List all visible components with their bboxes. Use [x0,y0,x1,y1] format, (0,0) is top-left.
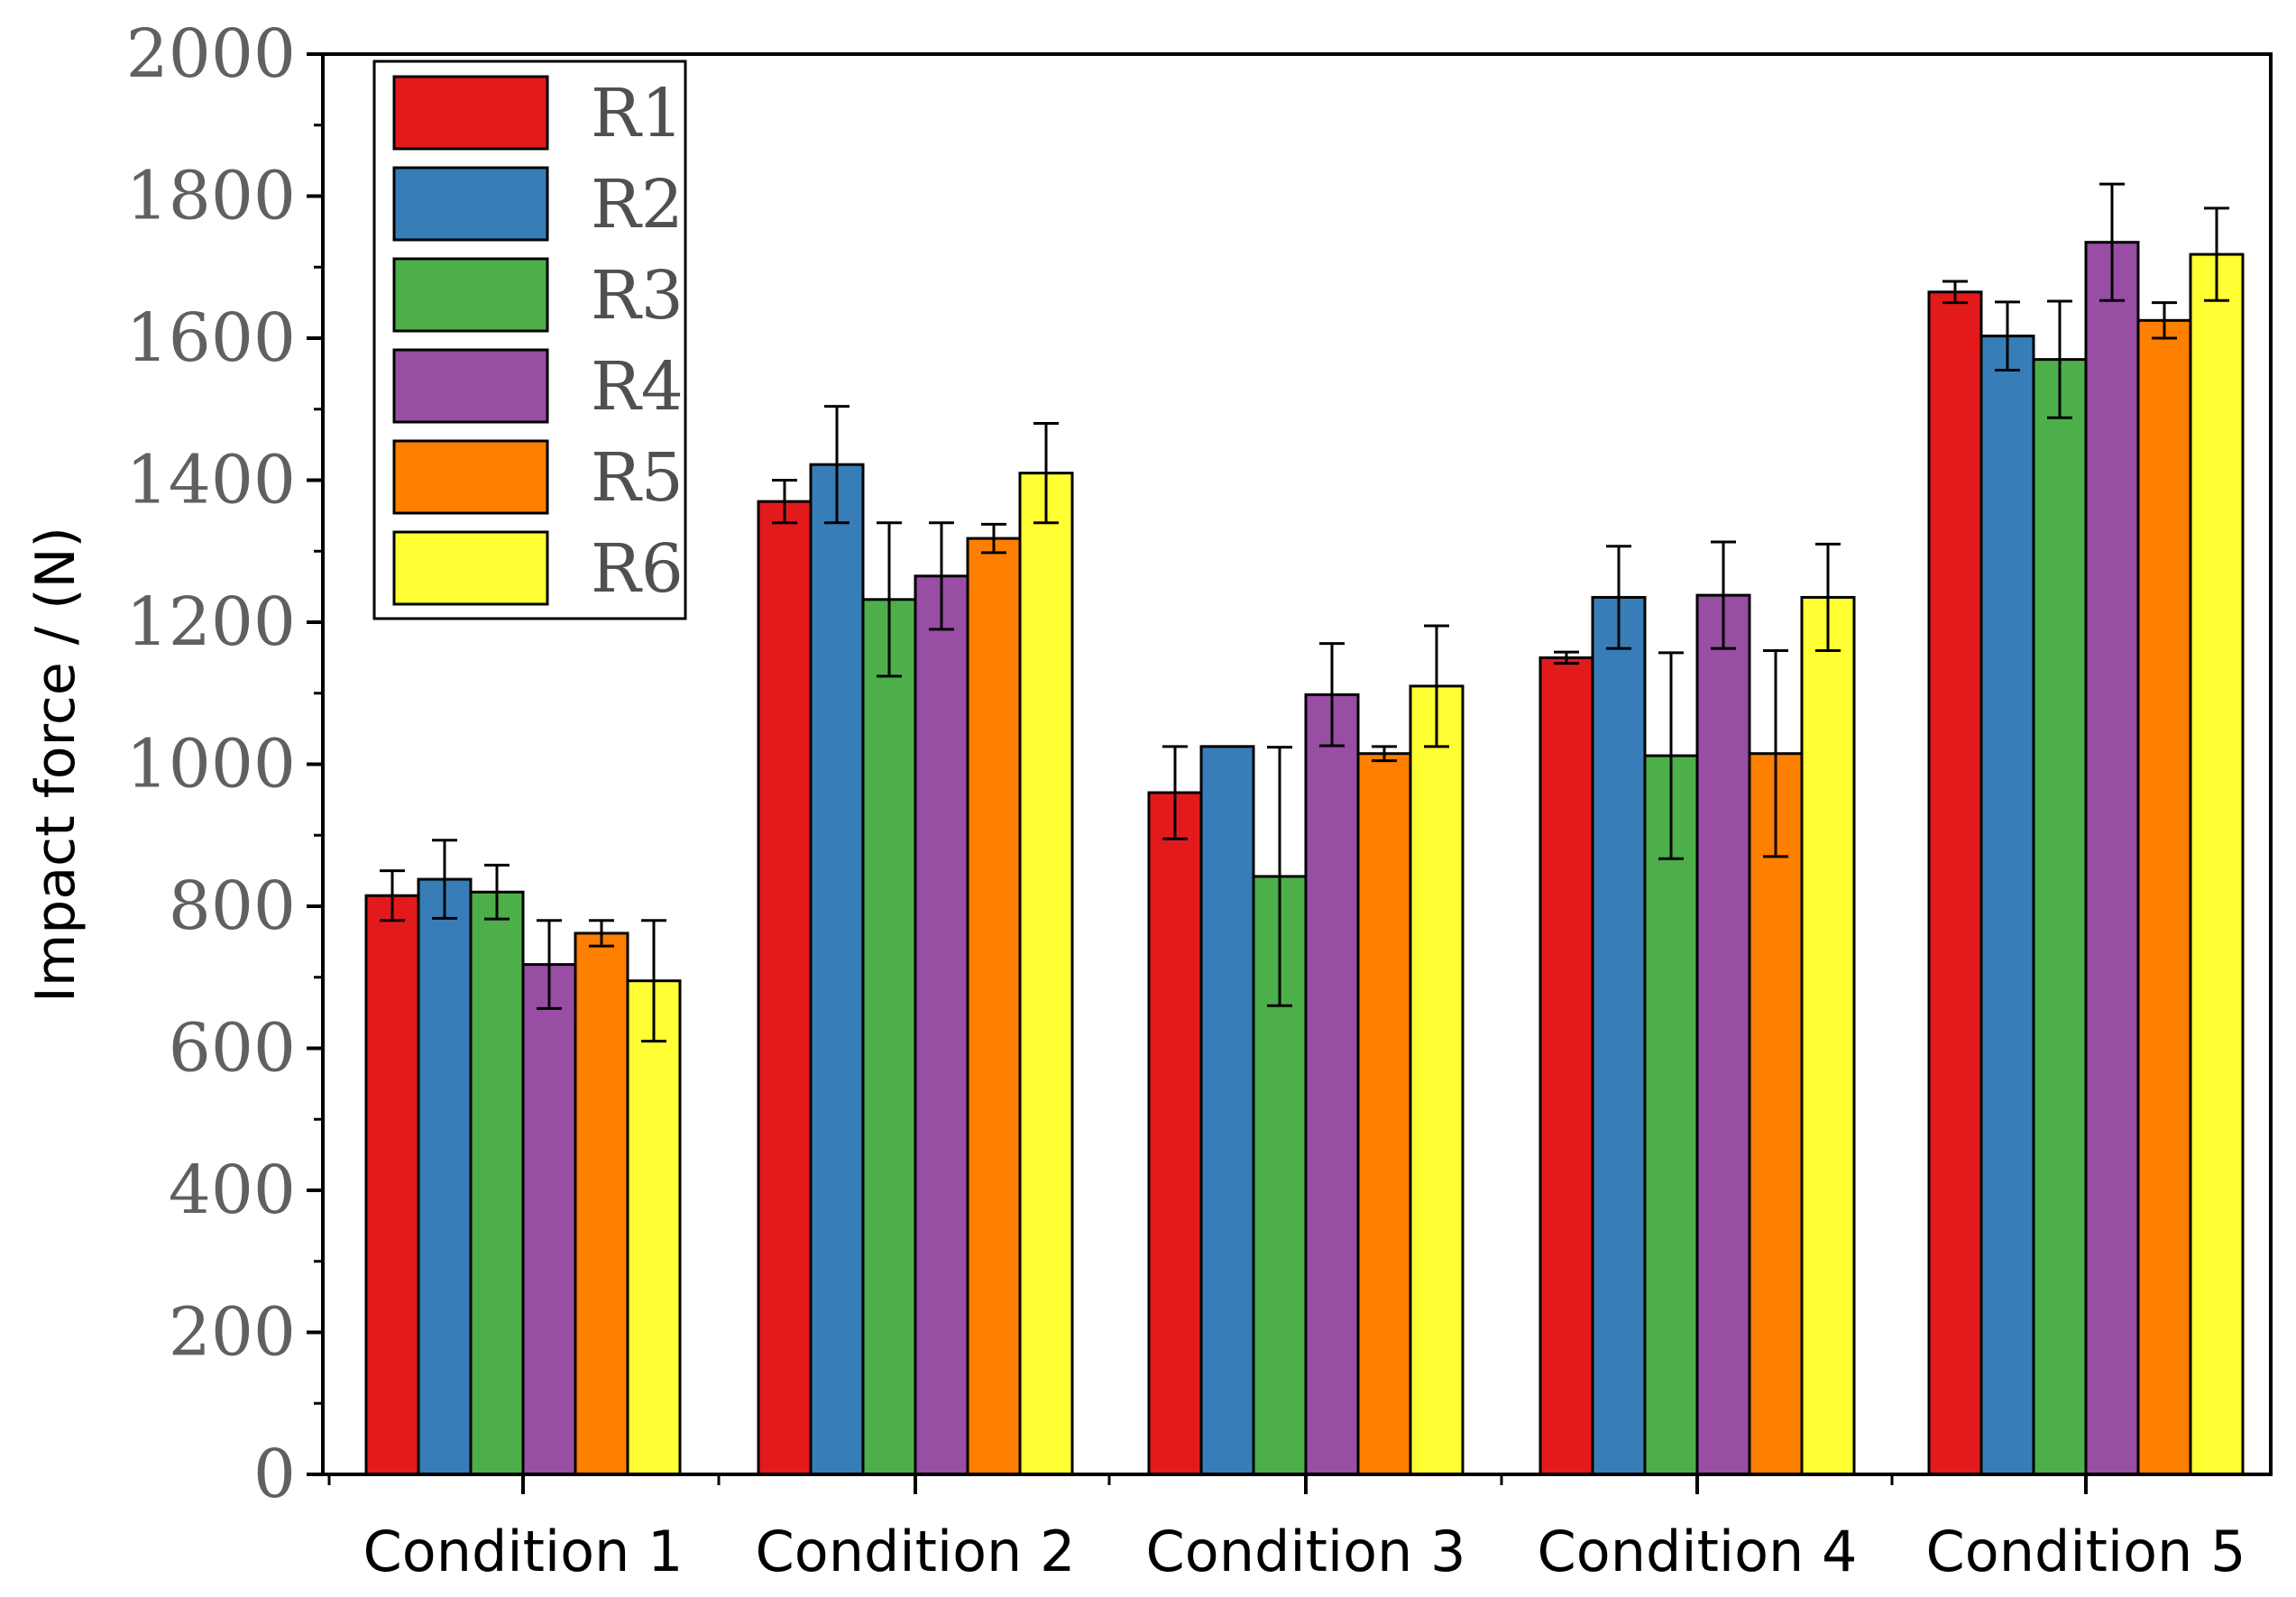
x-category-label: Condition 4 [1537,1519,1857,1584]
bar-r6-3 [1409,684,1465,1476]
legend-swatch-r4 [392,348,549,424]
x-category-label: Condition 5 [1925,1519,2245,1584]
bar-r2-2 [809,463,865,1476]
y-axis-label: Impact force / (N) [24,527,87,1003]
y-tick-label: 400 [169,1152,296,1229]
bar-r5-2 [966,537,1022,1476]
legend-label-r2: R2 [591,166,684,243]
bar-r2-5 [1979,335,2035,1476]
bar-r4-1 [521,963,577,1476]
bar-r5-3 [1356,752,1412,1476]
x-category-label: Condition 2 [755,1519,1075,1584]
bar-r1-4 [1538,656,1594,1476]
y-tick-label: 600 [169,1010,296,1088]
x-category-label: Condition 1 [363,1519,683,1584]
axes-layer: 0 200 400 600 800 1000 1200 1400 1600 1800 2000 Con… [24,15,2273,1584]
y-tick-label: 1800 [126,158,296,235]
bar-r5-5 [2136,318,2192,1476]
bar-r6-4 [1800,595,1856,1476]
bar-r4-5 [2084,241,2140,1476]
bar-r3-4 [1643,754,1699,1476]
legend-label-r6: R6 [591,530,684,608]
error-bars-layer [380,182,2229,1043]
y-tick-label: 200 [169,1294,296,1372]
bar-r4-2 [914,574,969,1476]
y-tick-label: 1000 [126,726,296,803]
bar-r4-3 [1304,693,1360,1476]
y-tick-label: 0 [253,1436,296,1513]
legend-swatch-r5 [392,439,549,515]
bar-r2-1 [417,877,473,1476]
x-category-label: Condition 3 [1145,1519,1465,1584]
bar-r2-3 [1199,745,1255,1476]
bar-r2-4 [1591,595,1647,1476]
bar-r6-1 [626,979,682,1476]
bar-r4-4 [1695,593,1751,1476]
bar-r6-5 [2189,252,2245,1476]
y-tick-label: 800 [169,867,296,945]
bar-r1-1 [364,894,420,1476]
legend: R1 R2 R3 R4 R5 R6 [372,60,687,620]
bar-r1-5 [1927,290,1983,1476]
bar-r1-3 [1147,791,1203,1476]
legend-swatch-r3 [392,257,549,333]
bar-r6-2 [1018,472,1074,1476]
legend-label-r4: R4 [591,348,684,426]
legend-label-r3: R3 [591,257,684,335]
legend-swatch-r2 [392,166,549,242]
bar-r5-1 [574,932,629,1476]
bars-layer [364,241,2245,1476]
bar-r1-2 [757,500,813,1476]
y-tick-label: 1600 [126,299,296,377]
legend-label-r1: R1 [591,75,684,152]
y-tick-label: 1400 [126,442,296,519]
legend-swatch-r1 [392,75,549,151]
bar-r3-2 [861,598,917,1476]
bar-r3-5 [2032,358,2088,1476]
legend-swatch-r6 [392,530,549,606]
bar-r5-4 [1748,752,1804,1476]
legend-label-r5: R5 [591,439,684,517]
legend-box [372,60,687,620]
y-tick-label: 1200 [126,583,296,661]
y-tick-label: 2000 [126,15,296,93]
bar-r3-1 [469,890,525,1476]
